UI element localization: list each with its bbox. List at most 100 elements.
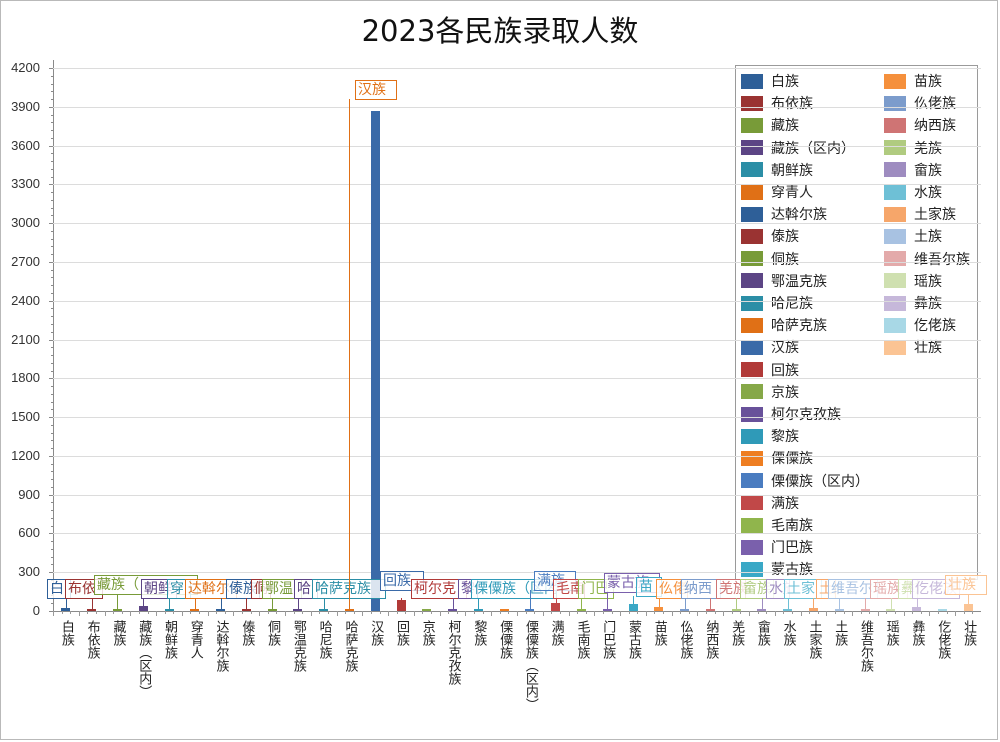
x-minor-tick (190, 611, 191, 614)
legend-item: 鄂温克族 (741, 271, 827, 291)
bar (963, 603, 973, 611)
y-minor-tick (51, 448, 53, 449)
x-minor-tick (921, 611, 922, 614)
y-minor-tick (51, 526, 53, 527)
x-minor-tick (483, 611, 484, 614)
x-minor-tick (405, 611, 406, 614)
legend-label: 鄂温克族 (771, 273, 827, 290)
x-minor-tick (113, 611, 114, 614)
leader-line (581, 598, 582, 609)
y-tick-label: 3300 (11, 176, 40, 191)
leader-line (813, 598, 814, 608)
bar (705, 609, 715, 611)
legend-label: 门巴族 (771, 540, 813, 557)
y-tick-label: 3000 (11, 215, 40, 230)
bar (448, 609, 458, 611)
legend-item: 哈尼族 (741, 293, 813, 313)
legend-swatch-icon (741, 206, 763, 222)
y-minor-tick (51, 394, 53, 395)
data-label: 毛南 (553, 579, 585, 599)
y-minor-tick (51, 409, 53, 410)
legend-item: 羌族 (884, 138, 942, 158)
x-tick-label: 白族 (58, 620, 74, 646)
y-tick-mark (49, 456, 53, 457)
y-minor-tick (51, 153, 53, 154)
leader-line (298, 598, 299, 609)
y-minor-tick (51, 471, 53, 472)
legend-label: 纳西族 (914, 118, 956, 135)
legend-swatch-icon (884, 95, 906, 111)
x-tick-label: 仫佬族 (677, 620, 693, 659)
y-minor-tick (51, 239, 53, 240)
x-minor-tick (251, 611, 252, 614)
x-minor-tick (294, 611, 295, 614)
leader-line (66, 598, 67, 609)
x-minor-tick (947, 611, 948, 614)
legend-swatch-icon (884, 251, 906, 267)
legend-swatch-icon (741, 384, 763, 400)
data-label: 维吾尔 (828, 579, 878, 599)
x-minor-tick (964, 611, 965, 614)
x-minor-tick (603, 611, 604, 614)
y-tick-label: 3600 (11, 138, 40, 153)
x-minor-tick (758, 611, 759, 614)
x-minor-tick (689, 611, 690, 614)
y-minor-tick (51, 270, 53, 271)
data-label: 布依 (65, 579, 103, 599)
bar (654, 607, 664, 611)
x-minor-tick (242, 611, 243, 614)
x-minor-tick (216, 611, 217, 614)
legend-swatch-icon (741, 228, 763, 244)
y-minor-tick (51, 200, 53, 201)
x-tick-label: 壮族 (961, 620, 977, 646)
y-axis (53, 60, 54, 612)
y-minor-tick (51, 161, 53, 162)
y-minor-tick (51, 502, 53, 503)
y-minor-tick (51, 285, 53, 286)
y-minor-tick (51, 122, 53, 123)
x-minor-tick (508, 611, 509, 614)
legend-swatch-icon (741, 140, 763, 156)
legend-item: 回族 (741, 360, 799, 380)
x-tick-label: 毛南族 (574, 620, 590, 659)
x-minor-tick (319, 611, 320, 614)
x-minor-tick (637, 611, 638, 614)
legend-swatch-icon (741, 184, 763, 200)
x-minor-tick (79, 611, 80, 614)
legend-item: 傈僳族（区内） (741, 471, 869, 491)
legend-item: 门巴族 (741, 537, 813, 557)
legend-swatch-icon (741, 473, 763, 489)
gridline (53, 68, 981, 69)
y-minor-tick (51, 99, 53, 100)
leader-line (917, 598, 918, 608)
x-tick-label: 满族 (548, 620, 564, 646)
legend-label: 彝族 (914, 296, 942, 312)
y-tick-label: 3900 (11, 99, 40, 114)
legend-item: 蒙古族 (741, 559, 813, 579)
legend-item: 京族 (741, 382, 799, 402)
x-tick-label: 回族 (394, 620, 409, 646)
x-tick-label: 土族 (832, 620, 848, 646)
x-minor-tick (130, 611, 131, 614)
leader-line (221, 598, 222, 609)
x-tick-label: 彝族 (909, 620, 925, 646)
gridline (53, 146, 981, 147)
x-tick-label: 柯尔克孜族 (445, 620, 461, 685)
y-tick-label: 2400 (11, 293, 40, 308)
x-minor-tick (165, 611, 166, 614)
x-minor-tick (706, 611, 707, 614)
bar (602, 609, 612, 611)
leader-line (685, 598, 686, 609)
y-minor-tick (51, 564, 53, 565)
x-minor-tick (594, 611, 595, 614)
x-minor-tick (654, 611, 655, 614)
legend-label: 柯尔克孜族 (771, 407, 841, 423)
bar (499, 609, 509, 611)
legend-item: 壮族 (884, 337, 942, 357)
x-minor-tick (440, 611, 441, 614)
x-minor-tick (302, 611, 303, 614)
legend-item: 汉族 (741, 337, 799, 357)
bar (808, 607, 818, 611)
legend-item: 瑶族 (884, 271, 942, 291)
